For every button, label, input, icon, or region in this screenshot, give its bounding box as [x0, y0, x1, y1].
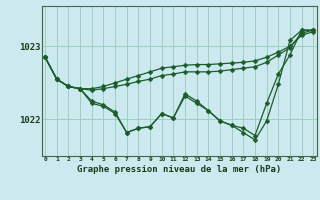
X-axis label: Graphe pression niveau de la mer (hPa): Graphe pression niveau de la mer (hPa): [77, 165, 281, 174]
